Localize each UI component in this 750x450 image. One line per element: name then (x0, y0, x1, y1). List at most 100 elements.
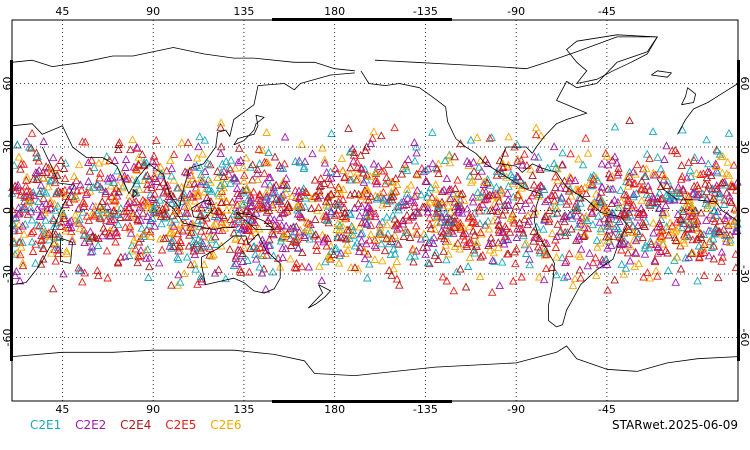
observation-marker (349, 148, 359, 156)
observation-marker (348, 222, 357, 231)
observation-marker (446, 207, 455, 216)
observation-marker (621, 263, 631, 272)
observation-marker (376, 222, 385, 231)
observation-marker (601, 204, 610, 213)
observation-marker (96, 214, 106, 223)
observation-marker (450, 194, 460, 203)
observation-marker (50, 237, 60, 246)
observation-marker (265, 219, 274, 228)
observation-marker (516, 196, 526, 204)
observation-marker (217, 168, 226, 176)
observation-marker (430, 225, 440, 234)
observation-marker (263, 199, 272, 208)
observation-marker (661, 245, 670, 254)
observation-marker (169, 175, 178, 184)
observation-marker (498, 163, 508, 172)
observation-marker (679, 206, 688, 215)
observation-marker (494, 243, 503, 252)
observation-marker (662, 181, 672, 189)
observation-marker (398, 216, 407, 225)
observation-marker (245, 267, 254, 276)
observation-marker (439, 246, 448, 255)
observation-marker (37, 236, 46, 245)
observation-marker (396, 198, 406, 207)
observation-marker (203, 158, 213, 167)
observation-marker (110, 196, 119, 205)
observation-marker (103, 196, 113, 205)
observation-marker (673, 148, 682, 157)
observation-marker (614, 230, 623, 239)
observation-marker (28, 188, 38, 196)
observation-marker (727, 182, 737, 191)
observation-marker (262, 207, 272, 216)
observation-marker (619, 269, 629, 278)
observation-marker (28, 227, 38, 235)
observation-marker (597, 182, 607, 191)
observation-marker (319, 179, 329, 188)
observation-marker (88, 246, 97, 255)
observation-marker (497, 187, 506, 196)
observation-marker (672, 217, 682, 226)
observation-marker (468, 197, 478, 206)
observation-marker (412, 148, 421, 157)
observation-marker (278, 181, 287, 190)
observation-marker (581, 133, 591, 142)
observation-marker (111, 237, 120, 246)
observation-marker (104, 228, 114, 237)
observation-marker (254, 144, 264, 153)
observation-marker (662, 141, 671, 150)
observation-marker (270, 220, 279, 229)
observation-marker (196, 170, 206, 179)
observation-marker (253, 165, 262, 174)
observation-marker (275, 212, 284, 221)
observation-marker (357, 218, 367, 227)
observation-marker (321, 210, 331, 219)
observation-marker (176, 219, 186, 228)
observation-marker (205, 243, 215, 252)
observation-marker (200, 167, 210, 176)
observation-marker (608, 155, 617, 164)
observation-marker (665, 195, 674, 204)
observation-marker (540, 211, 550, 220)
top-lon-label: 135 (233, 5, 254, 18)
observation-marker (229, 173, 239, 182)
observation-marker (612, 221, 621, 230)
observation-marker (623, 173, 632, 181)
observation-marker (695, 253, 704, 262)
observation-marker (217, 217, 226, 226)
observation-marker (181, 208, 191, 217)
observation-marker (231, 163, 240, 172)
observation-marker (248, 160, 257, 169)
observation-marker (608, 171, 617, 180)
observation-marker (578, 160, 588, 169)
observation-marker (286, 254, 295, 263)
observation-marker (145, 227, 155, 236)
observation-marker (696, 245, 706, 254)
observation-marker (651, 198, 660, 207)
observation-marker (534, 152, 543, 161)
observation-marker (288, 230, 297, 239)
observation-marker (567, 224, 576, 233)
observation-marker (187, 227, 196, 236)
observation-marker (390, 231, 400, 240)
observation-marker (412, 169, 421, 178)
observation-marker (213, 173, 222, 181)
observation-marker (197, 173, 206, 182)
left-lat-label: -30 (1, 265, 14, 283)
observation-marker (97, 197, 107, 206)
right-lat-label: -30 (738, 265, 750, 283)
observation-marker (16, 250, 25, 259)
observation-marker (235, 265, 245, 273)
coastline-segment (11, 72, 355, 209)
right-lat-label: -60 (738, 329, 750, 347)
observation-marker (726, 181, 736, 190)
observation-marker (610, 152, 620, 161)
observation-marker (268, 188, 277, 197)
observation-marker (377, 239, 386, 248)
observation-marker (123, 212, 133, 221)
observation-marker (96, 168, 105, 177)
observation-marker (697, 155, 706, 164)
observation-marker (702, 204, 712, 212)
observation-marker (523, 210, 533, 219)
observation-marker (234, 143, 244, 152)
